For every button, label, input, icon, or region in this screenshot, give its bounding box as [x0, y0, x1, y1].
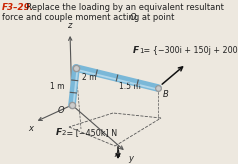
Text: B: B: [163, 90, 169, 99]
Text: .: .: [134, 13, 137, 22]
Text: = [−450k] N: = [−450k] N: [64, 128, 117, 137]
Text: force and couple moment acting at point: force and couple moment acting at point: [2, 13, 177, 22]
Text: Replace the loading by an equivalent resultant: Replace the loading by an equivalent res…: [21, 3, 224, 12]
Text: F3–29.: F3–29.: [2, 3, 34, 12]
Text: 1: 1: [139, 48, 144, 54]
Text: 1.5 m: 1.5 m: [119, 82, 141, 91]
Text: y: y: [128, 154, 133, 163]
Text: z: z: [67, 21, 71, 30]
Text: 2: 2: [62, 130, 66, 136]
Text: 1 m: 1 m: [50, 82, 64, 91]
Text: 2 m: 2 m: [82, 73, 96, 82]
Text: F: F: [133, 46, 139, 55]
Text: F: F: [56, 128, 62, 137]
Text: O: O: [130, 13, 137, 22]
Text: = {−300i + 150j + 200k} N: = {−300i + 150j + 200k} N: [141, 46, 238, 55]
Text: x: x: [29, 124, 34, 133]
Text: O: O: [57, 106, 64, 115]
Text: A: A: [114, 150, 120, 159]
